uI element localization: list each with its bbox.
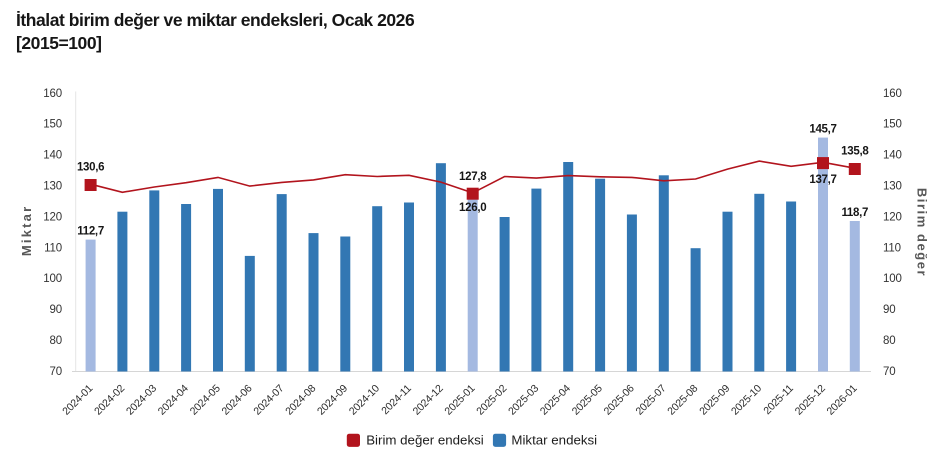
svg-text:145,7: 145,7	[809, 123, 836, 135]
svg-text:118,7: 118,7	[841, 207, 868, 219]
svg-text:[2015=100]: [2015=100]	[16, 33, 102, 53]
svg-text:120: 120	[43, 211, 62, 223]
svg-text:İthalat birim değer ve miktar: İthalat birim değer ve miktar endeksleri…	[16, 10, 415, 30]
svg-text:100: 100	[883, 273, 902, 285]
svg-text:112,7: 112,7	[77, 225, 104, 237]
svg-text:150: 150	[883, 119, 902, 131]
svg-text:140: 140	[43, 150, 62, 162]
svg-text:160: 160	[883, 88, 902, 100]
svg-text:80: 80	[50, 335, 63, 347]
svg-text:70: 70	[50, 366, 63, 378]
svg-text:Miktar: Miktar	[19, 205, 34, 257]
svg-text:130: 130	[43, 181, 62, 193]
svg-text:100: 100	[43, 273, 62, 285]
svg-text:120: 120	[883, 211, 902, 223]
svg-text:110: 110	[44, 242, 62, 254]
svg-text:130: 130	[883, 181, 902, 193]
svg-text:Birim değer: Birim değer	[915, 188, 930, 277]
svg-text:135,8: 135,8	[841, 146, 869, 158]
svg-text:150: 150	[43, 119, 62, 131]
svg-text:160: 160	[43, 88, 62, 100]
svg-text:Miktar endeksi: Miktar endeksi	[511, 432, 597, 447]
svg-text:110: 110	[883, 242, 901, 254]
svg-text:137,7: 137,7	[809, 174, 836, 186]
svg-text:126,0: 126,0	[459, 202, 486, 214]
svg-text:80: 80	[883, 335, 896, 347]
svg-text:90: 90	[883, 304, 896, 316]
svg-text:70: 70	[883, 366, 896, 378]
svg-text:Birim değer endeksi: Birim değer endeksi	[366, 432, 484, 447]
svg-text:127,8: 127,8	[459, 171, 487, 183]
svg-text:140: 140	[883, 150, 902, 162]
svg-text:90: 90	[50, 304, 63, 316]
svg-text:130,6: 130,6	[77, 162, 104, 174]
